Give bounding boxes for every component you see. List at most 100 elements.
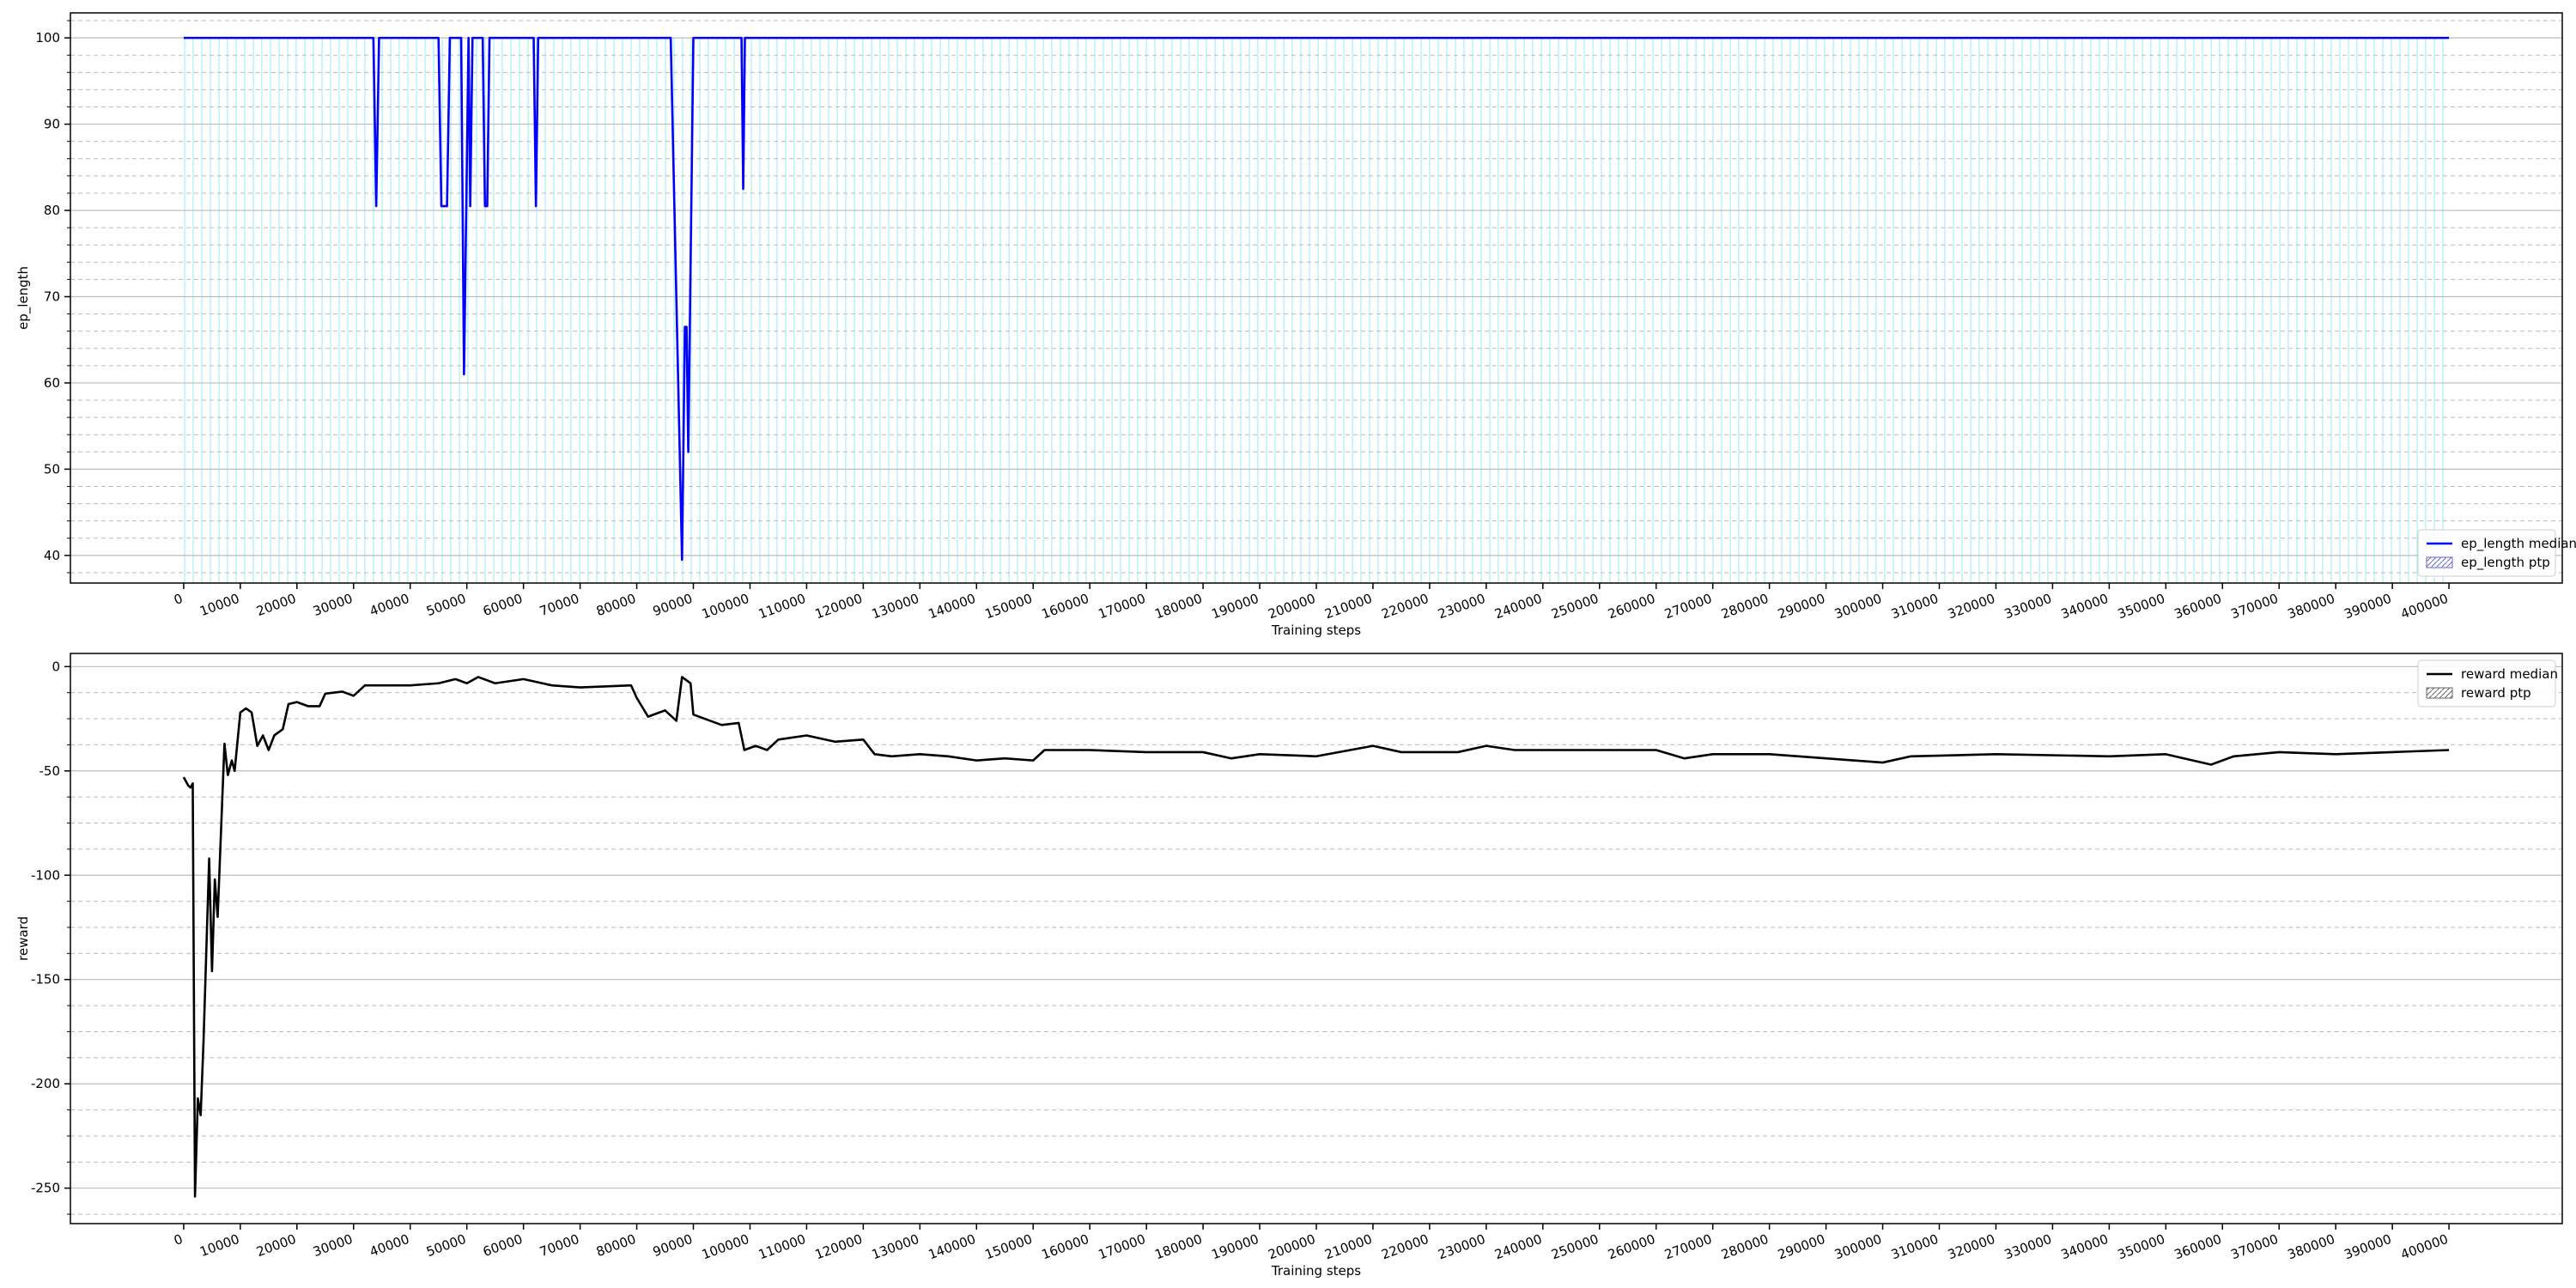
x-tick-label: 140000 (927, 591, 978, 623)
x-tick-label: 40000 (368, 1231, 411, 1260)
x-tick-label: 0 (172, 1231, 185, 1249)
x-tick-label: 150000 (983, 591, 1035, 623)
ptp-area (183, 38, 2450, 583)
y-tick-label: -250 (31, 1181, 60, 1196)
legend-label: ep_length median (2461, 536, 2576, 552)
x-tick-label: 250000 (1549, 1231, 1601, 1263)
x-tick-label: 30000 (311, 1231, 355, 1260)
legend: ep_length median ep_length ptp (2417, 529, 2576, 577)
y-tick-label: 40 (44, 548, 60, 563)
x-tick-label: 50000 (424, 591, 468, 619)
x-tick-label: 30000 (311, 591, 355, 619)
x-tick-label: 130000 (870, 591, 921, 623)
x-tick-label: 260000 (1606, 591, 1657, 623)
series-line (182, 676, 2450, 1198)
x-tick-label: 310000 (1889, 1231, 1941, 1263)
x-tick-label: 60000 (481, 591, 525, 619)
x-tick-label: 80000 (594, 1231, 638, 1260)
plot-area (70, 20, 2562, 583)
y-tick-label: 0 (52, 659, 60, 674)
x-tick-label: 120000 (813, 591, 865, 623)
x-tick-label: 50000 (424, 1231, 468, 1260)
x-tick-label: 0 (172, 591, 185, 608)
x-tick-label: 110000 (756, 591, 808, 623)
x-tick-label: 300000 (1832, 1231, 1884, 1263)
x-tick-label: 380000 (2286, 1231, 2337, 1263)
plot-area (70, 665, 2562, 1215)
x-tick-label: 260000 (1606, 1231, 1657, 1263)
y-tick-label: -200 (31, 1076, 60, 1091)
x-tick-label: 70000 (538, 591, 581, 619)
x-tick-label: 150000 (983, 1231, 1035, 1263)
series-line (183, 36, 2450, 562)
x-tick-label: 340000 (2059, 1231, 2111, 1263)
x-axis-label: Training steps (1271, 1263, 1361, 1279)
x-tick-label: 10000 (197, 591, 241, 619)
x-tick-label: 220000 (1379, 1231, 1431, 1263)
x-tick-label: 400000 (2398, 1231, 2450, 1263)
x-tick-label: 280000 (1719, 1231, 1771, 1263)
x-tick-label: 290000 (1776, 591, 1827, 623)
x-tick-label: 320000 (1946, 1231, 1997, 1263)
x-tick-label: 370000 (2229, 1231, 2281, 1263)
y-tick-label: 80 (44, 203, 60, 218)
axes-frame (70, 653, 2563, 1224)
subplot: -250 -200 -150 -100 -50 0 0 10000 20000 30000 4000… (15, 653, 2563, 1279)
x-axis-label: Training steps (1271, 623, 1361, 638)
subplot: 40 50 60 70 80 90 100 0 10000 20000 30000 40000 5000… (15, 12, 2576, 638)
x-tick-label: 200000 (1266, 591, 1317, 623)
x-tick-label: 270000 (1662, 591, 1714, 623)
x-tick-label: 350000 (2116, 591, 2167, 623)
x-tick-label: 290000 (1776, 1231, 1827, 1263)
x-tick-label: 160000 (1040, 591, 1091, 623)
x-tick-label: 340000 (2059, 591, 2111, 623)
x-tick-label: 90000 (651, 591, 695, 619)
x-tick-label: 130000 (870, 1231, 921, 1263)
x-tick-label: 100000 (700, 1231, 751, 1263)
x-tick-label: 400000 (2398, 591, 2450, 623)
x-tick-label: 230000 (1436, 591, 1487, 623)
x-tick-label: 310000 (1889, 591, 1941, 623)
y-tick-label: -100 (31, 867, 60, 883)
legend: reward median reward ptp (2417, 659, 2558, 708)
x-tick-label: 250000 (1549, 591, 1601, 623)
x-tick-label: 120000 (813, 1231, 865, 1263)
y-tick-label: 100 (35, 30, 60, 46)
x-tick-label: 390000 (2342, 591, 2394, 623)
x-tick-label: 140000 (927, 1231, 978, 1263)
x-tick-label: 20000 (254, 1231, 298, 1260)
x-tick-label: 20000 (254, 591, 298, 619)
legend-swatch (2426, 556, 2453, 568)
x-tick-label: 110000 (756, 1231, 808, 1263)
x-tick-label: 360000 (2172, 591, 2224, 623)
y-axis-label: ep_length (15, 266, 32, 330)
x-tick-label: 370000 (2229, 591, 2281, 623)
x-tick-label: 360000 (2172, 1231, 2224, 1263)
x-tick-label: 210000 (1322, 591, 1374, 623)
x-tick-label: 200000 (1266, 1231, 1317, 1263)
x-tick-label: 270000 (1662, 1231, 1714, 1263)
x-tick-label: 170000 (1097, 591, 1148, 623)
x-tick-label: 240000 (1492, 1231, 1544, 1263)
y-tick-label: 90 (44, 117, 60, 132)
x-tick-label: 70000 (538, 1231, 581, 1260)
x-tick-label: 230000 (1436, 1231, 1487, 1263)
x-tick-label: 220000 (1379, 591, 1431, 623)
legend-label: reward median (2461, 666, 2558, 682)
x-tick-label: 210000 (1322, 1231, 1374, 1263)
x-tick-label: 280000 (1719, 591, 1771, 623)
x-tick-label: 350000 (2116, 1231, 2167, 1263)
x-tick-label: 190000 (1209, 591, 1261, 623)
x-tick-label: 390000 (2342, 1231, 2394, 1263)
y-tick-label: 70 (44, 289, 60, 304)
legend-label: ep_length ptp (2461, 555, 2550, 571)
x-tick-label: 320000 (1946, 591, 1997, 623)
x-tick-label: 170000 (1097, 1231, 1148, 1263)
x-tick-label: 330000 (2002, 591, 2054, 623)
x-tick-label: 240000 (1492, 591, 1544, 623)
x-tick-label: 90000 (651, 1231, 695, 1260)
y-tick-label: -50 (39, 763, 61, 779)
x-tick-label: 190000 (1209, 1231, 1261, 1263)
y-tick-label: 60 (44, 375, 60, 391)
